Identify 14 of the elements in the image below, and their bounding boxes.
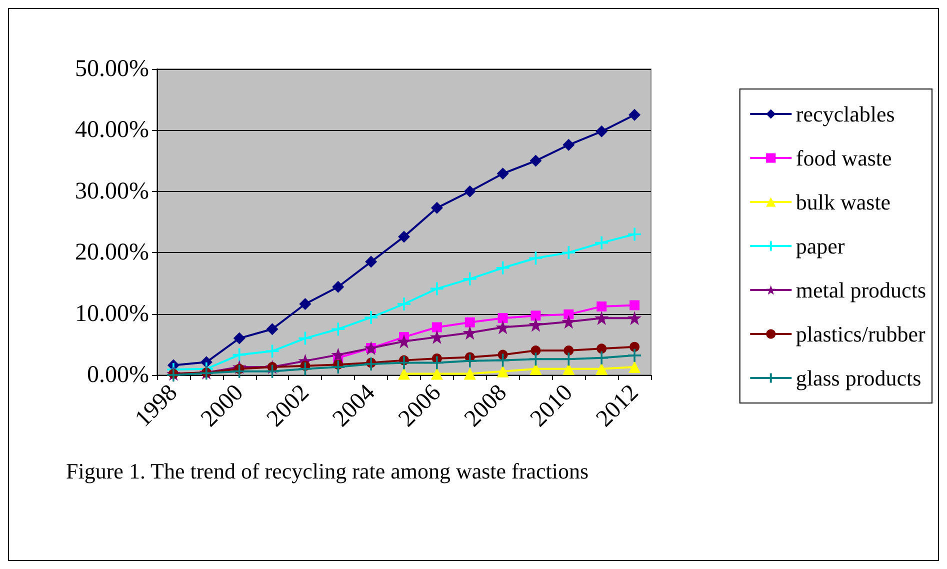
legend-label: food waste <box>796 146 892 170</box>
y-tick-label: 30.00% <box>75 178 149 204</box>
legend-label: glass products <box>796 366 922 390</box>
y-tick-label: 40.00% <box>75 117 149 144</box>
legend-label: plastics/rubber <box>796 322 926 346</box>
legend-label: metal products <box>796 278 926 302</box>
legend-label: paper <box>796 234 846 258</box>
y-tick-label: 10.00% <box>75 300 149 327</box>
y-tick-label: 50.00% <box>75 56 149 82</box>
legend-label: bulk waste <box>796 190 891 214</box>
caption: Figure 1. The trend of recycling rate among waste fractions <box>66 458 589 484</box>
y-tick-label: 20.00% <box>75 240 149 266</box>
y-tick-label: 0.00% <box>87 362 149 388</box>
legend-label: recyclables <box>796 102 895 126</box>
